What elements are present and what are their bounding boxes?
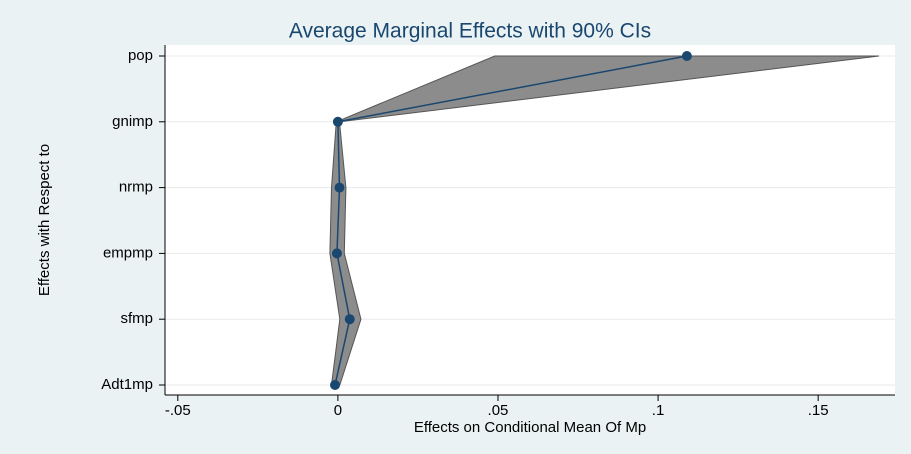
x-tick-label: .15 <box>808 402 829 419</box>
effect-point <box>332 116 343 127</box>
plot-area <box>165 45 895 395</box>
effect-point <box>334 182 345 193</box>
effect-point <box>330 380 341 390</box>
effect-point <box>681 51 692 61</box>
chart-title: Average Marginal Effects with 90% CIs <box>289 20 651 43</box>
effect-point <box>344 314 355 325</box>
effect-point <box>331 248 342 259</box>
x-axis-label: Effects on Conditional Mean Of Mp <box>414 419 646 436</box>
x-tick-label: 0 <box>334 402 342 419</box>
x-tick-label: -.05 <box>165 402 191 419</box>
x-tick-label: .05 <box>488 402 509 419</box>
y-tick-label: pop <box>128 47 153 64</box>
y-tick-label: empmp <box>103 244 153 261</box>
y-tick-label: sfmp <box>120 310 153 327</box>
x-tick-label: .1 <box>652 402 665 419</box>
y-tick-label: Adt1mp <box>101 376 153 393</box>
effect-line <box>334 55 688 386</box>
y-tick-label: nrmp <box>119 179 153 196</box>
y-tick-label: gnimp <box>112 113 153 130</box>
y-axis-label: Effects with Respect to <box>36 144 53 296</box>
